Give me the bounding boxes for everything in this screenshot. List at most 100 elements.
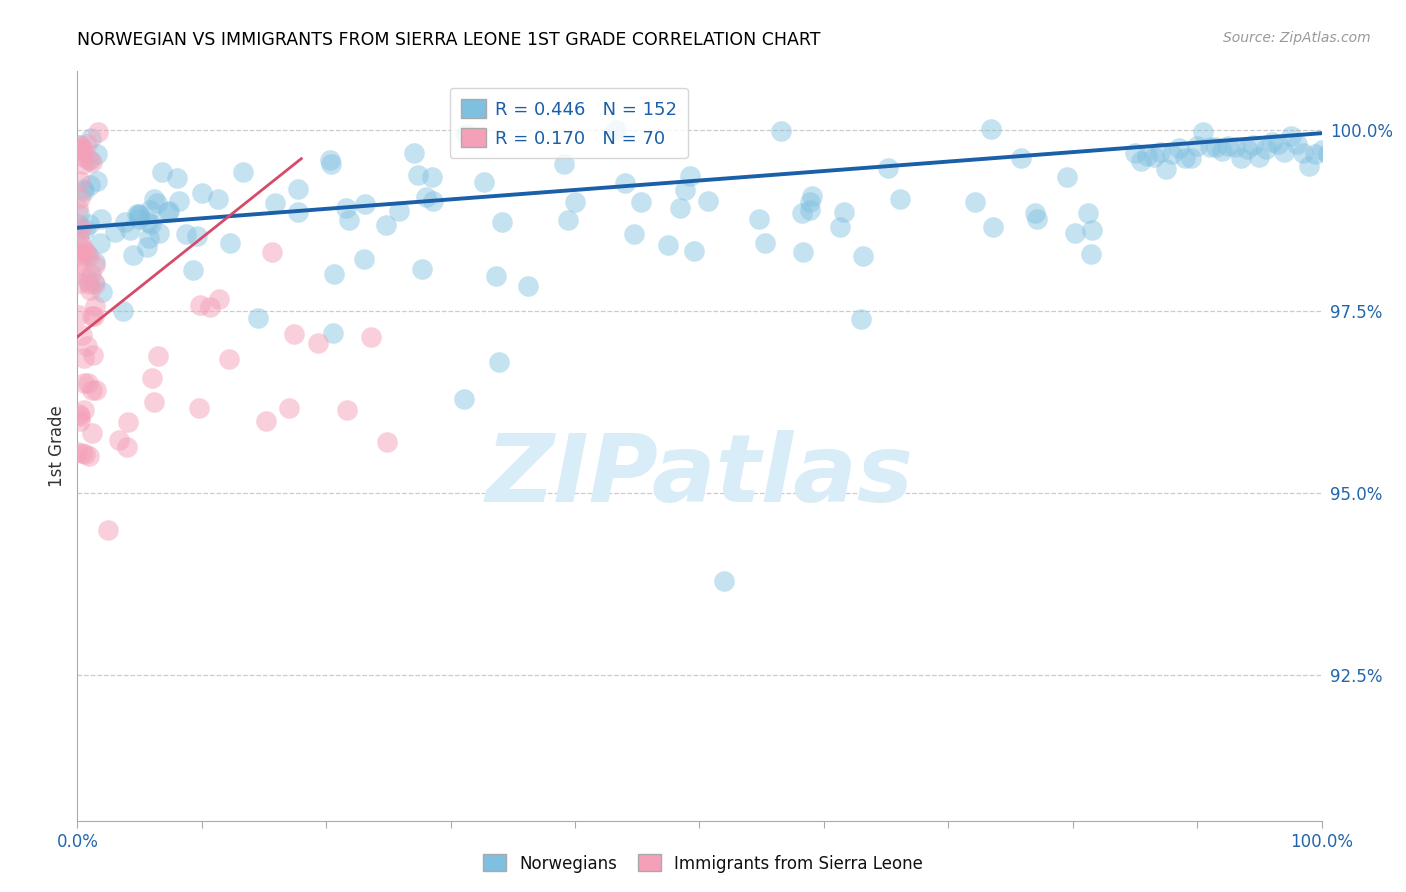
Point <box>1323 145 1346 159</box>
Point <box>472 175 495 189</box>
Point <box>517 279 540 293</box>
Point <box>614 176 637 190</box>
Point <box>73 222 96 236</box>
Point <box>1080 247 1102 261</box>
Point <box>852 249 875 263</box>
Point <box>1161 146 1184 161</box>
Point <box>208 292 231 306</box>
Point <box>1136 148 1159 162</box>
Point <box>1292 146 1315 161</box>
Point <box>1064 226 1087 240</box>
Point <box>1167 141 1189 155</box>
Point <box>375 434 398 449</box>
Point <box>111 304 134 318</box>
Point <box>76 339 98 353</box>
Point <box>86 147 108 161</box>
Point <box>70 267 93 281</box>
Point <box>186 229 208 244</box>
Point <box>375 218 398 232</box>
Point <box>66 445 89 459</box>
Point <box>148 226 170 240</box>
Point <box>77 450 100 464</box>
Point <box>107 433 129 447</box>
Point <box>319 157 342 171</box>
Point <box>1241 137 1264 152</box>
Point <box>799 202 821 217</box>
Point <box>605 123 627 137</box>
Point <box>67 407 90 421</box>
Point <box>80 425 103 440</box>
Point <box>335 403 357 417</box>
Point <box>115 440 138 454</box>
Point <box>157 204 180 219</box>
Point <box>1329 132 1351 146</box>
Point <box>83 277 105 291</box>
Point <box>79 178 101 192</box>
Point <box>146 195 169 210</box>
Point <box>89 211 111 226</box>
Point <box>72 242 94 256</box>
Point <box>75 244 97 258</box>
Point <box>1077 206 1099 220</box>
Point <box>319 153 342 167</box>
Point <box>415 190 437 204</box>
Point <box>188 298 211 312</box>
Point <box>138 231 160 245</box>
Point <box>79 283 101 297</box>
Point <box>198 300 221 314</box>
Point <box>564 195 586 210</box>
Point <box>72 142 94 156</box>
Text: ZIPatlas: ZIPatlas <box>485 430 914 522</box>
Point <box>187 401 209 416</box>
Point <box>1180 151 1202 165</box>
Point <box>83 309 105 323</box>
Point <box>70 149 93 163</box>
Point <box>73 403 96 417</box>
Point <box>1316 147 1339 161</box>
Point <box>166 171 188 186</box>
Point <box>1285 136 1308 151</box>
Point <box>84 383 107 397</box>
Point <box>97 523 120 537</box>
Point <box>1272 145 1295 159</box>
Point <box>1187 139 1209 153</box>
Point <box>354 197 377 211</box>
Point <box>1279 129 1302 144</box>
Point <box>80 267 103 281</box>
Point <box>287 205 309 219</box>
Point <box>80 383 103 397</box>
Point <box>557 213 579 227</box>
Point <box>1298 159 1320 173</box>
Point <box>828 219 851 234</box>
Point <box>623 227 645 241</box>
Point <box>553 157 575 171</box>
Point <box>77 218 100 232</box>
Point <box>673 183 696 197</box>
Point <box>72 182 94 196</box>
Point <box>713 574 735 588</box>
Point <box>82 309 104 323</box>
Point <box>143 395 166 409</box>
Point <box>79 153 101 168</box>
Point <box>66 217 89 231</box>
Point <box>246 311 269 326</box>
Point <box>485 269 508 284</box>
Point <box>83 299 105 313</box>
Point <box>1218 138 1240 153</box>
Point <box>218 352 240 367</box>
Point <box>264 196 287 211</box>
Point <box>1143 150 1166 164</box>
Point <box>388 203 411 218</box>
Legend: Norwegians, Immigrants from Sierra Leone: Norwegians, Immigrants from Sierra Leone <box>477 847 929 880</box>
Legend: R = 0.446   N = 152, R = 0.170   N = 70: R = 0.446 N = 152, R = 0.170 N = 70 <box>450 88 688 159</box>
Point <box>411 261 433 276</box>
Point <box>1010 151 1032 165</box>
Point <box>128 211 150 226</box>
Point <box>307 335 329 350</box>
Point <box>69 142 91 156</box>
Point <box>790 205 813 219</box>
Point <box>1192 125 1215 139</box>
Point <box>1267 137 1289 152</box>
Point <box>122 247 145 261</box>
Point <box>67 308 90 322</box>
